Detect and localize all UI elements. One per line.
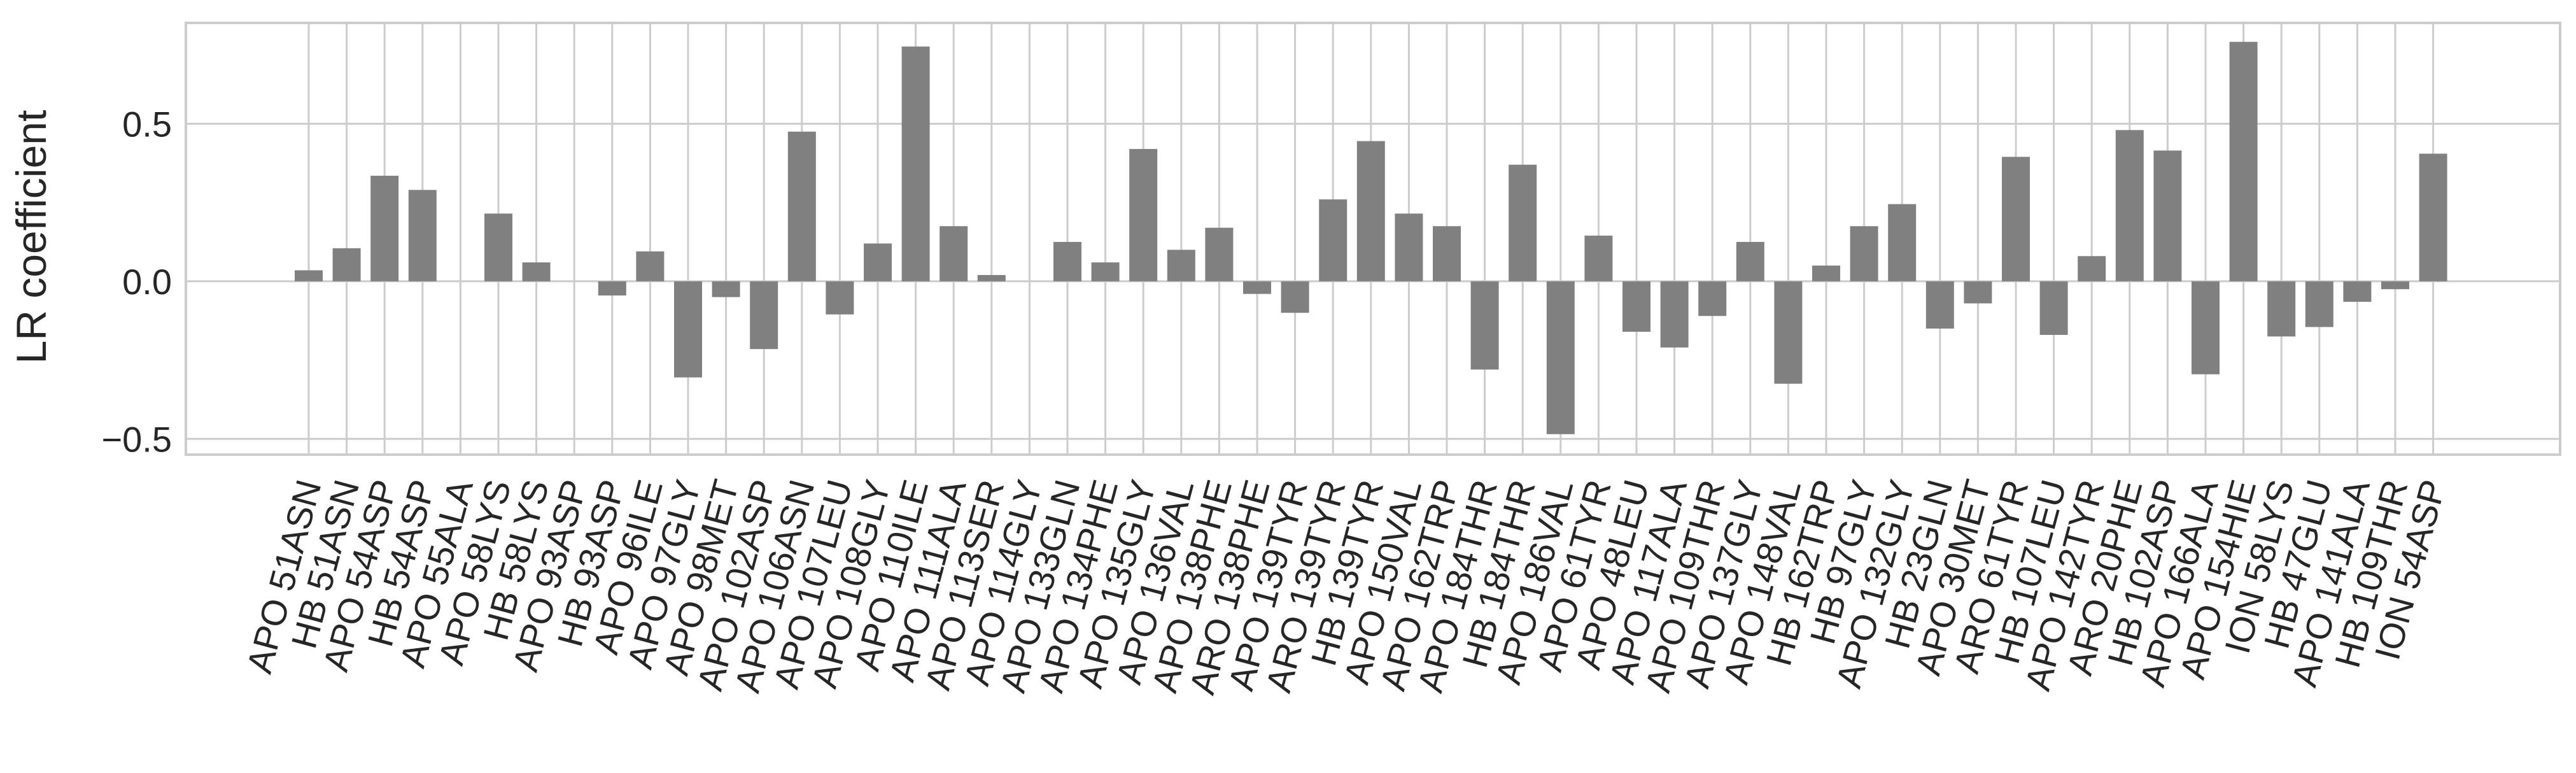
bar <box>2153 150 2182 281</box>
bar <box>826 281 854 315</box>
bar <box>522 262 551 281</box>
bar <box>1964 281 1992 304</box>
bar <box>1509 164 1537 281</box>
bar <box>977 274 1006 281</box>
bar <box>1584 236 1613 281</box>
y-tick-label: 0.0 <box>122 262 172 302</box>
bar <box>864 243 892 281</box>
bar <box>2078 256 2106 281</box>
bar <box>2229 41 2258 281</box>
grid-lines <box>186 23 2560 455</box>
bar <box>1888 204 1917 281</box>
bar <box>1356 141 1385 281</box>
bar <box>1850 226 1878 281</box>
bar <box>1167 250 1195 281</box>
bar <box>1243 281 1271 294</box>
bar <box>1774 281 1803 384</box>
bar <box>332 248 361 281</box>
bar <box>1053 241 1081 281</box>
bar <box>1812 266 1840 281</box>
bar <box>2002 157 2030 281</box>
bar <box>2343 281 2372 302</box>
bar <box>1698 281 1727 316</box>
y-tick-label: 0.5 <box>122 104 172 144</box>
bar <box>598 281 626 296</box>
bar <box>1736 241 1764 281</box>
bar <box>2305 281 2333 327</box>
bar <box>1129 148 1158 281</box>
plot-frame <box>185 22 2561 456</box>
bar <box>750 281 778 350</box>
bar <box>1622 281 1650 332</box>
bar <box>940 226 968 281</box>
bar <box>1091 262 1120 281</box>
bar <box>636 251 665 281</box>
bar <box>1546 281 1575 434</box>
bar <box>712 281 740 297</box>
bar <box>1205 227 1234 281</box>
bar <box>1281 281 1309 313</box>
bar <box>1660 281 1689 348</box>
bar <box>2419 153 2447 281</box>
y-axis-label: LR coefficient <box>8 110 55 364</box>
bar <box>2192 281 2220 374</box>
bar <box>787 131 816 281</box>
bar <box>1433 226 1461 281</box>
bar <box>1925 281 1954 329</box>
y-tick-labels: −0.5 0.0 0.5 <box>101 104 172 459</box>
bar <box>295 270 323 281</box>
bar <box>484 213 512 281</box>
bar <box>2381 281 2409 290</box>
bar <box>408 190 437 281</box>
bar <box>901 46 930 281</box>
bar <box>2039 281 2068 335</box>
bar <box>1319 199 1348 281</box>
bar <box>1395 213 1423 281</box>
bar <box>1470 281 1499 370</box>
bar <box>2267 281 2296 337</box>
bar <box>2115 130 2144 281</box>
y-tick-label: −0.5 <box>101 419 172 459</box>
bar <box>370 176 399 281</box>
bars <box>295 41 2447 434</box>
bar <box>674 281 702 378</box>
